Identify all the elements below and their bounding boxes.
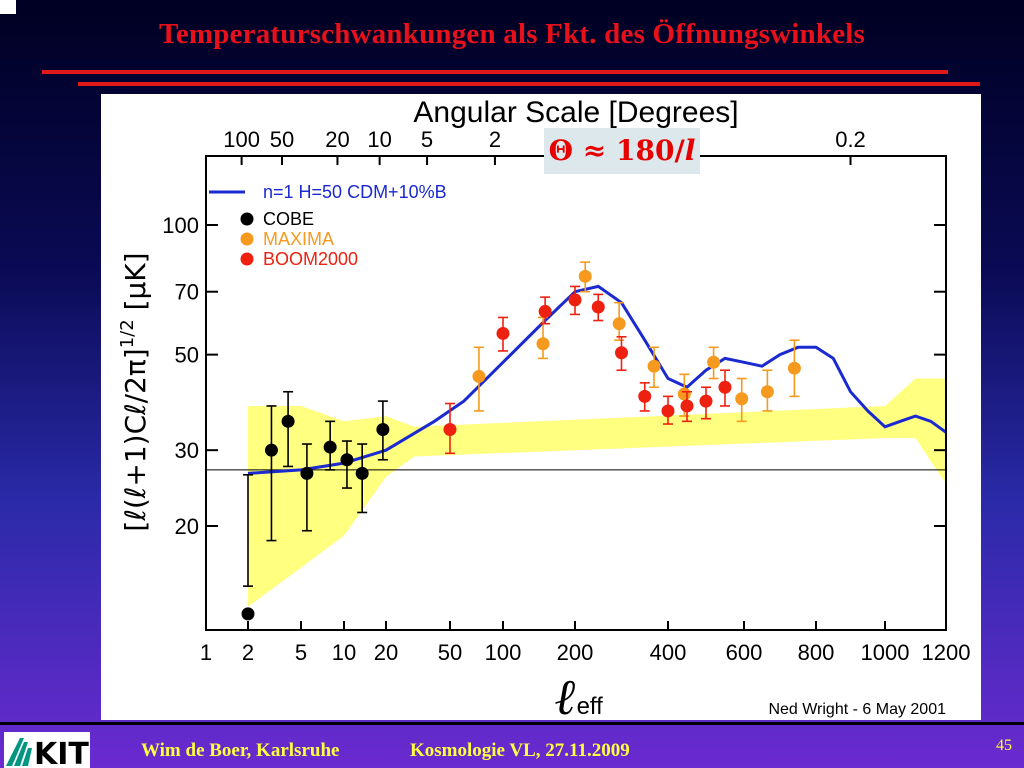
- chart-credit: Ned Wright - 6 May 2001: [768, 701, 946, 718]
- kit-logo-graphic: KIT: [6, 737, 89, 768]
- y-tick-label: 20: [175, 514, 199, 539]
- legend-boom2000-marker: [240, 252, 254, 266]
- cobe-point: [355, 466, 369, 480]
- x-tick-label: 800: [798, 640, 835, 665]
- x-tick-label: 1: [200, 640, 212, 665]
- boom2000-point: [568, 293, 582, 307]
- title-underline-1: [42, 70, 948, 74]
- x-tick-label: 400: [650, 640, 687, 665]
- chart-title: Angular Scale [Degrees]: [413, 96, 738, 129]
- cobe-point: [264, 443, 278, 457]
- top-tick-label: 20: [325, 127, 349, 152]
- maxima-point: [472, 369, 486, 383]
- boom2000-point: [538, 304, 552, 318]
- y-axis-label: [ℓ(ℓ+1)Cℓ/2π]1/2 [μK]: [117, 252, 152, 531]
- top-tick-label: 50: [270, 127, 294, 152]
- x-tick-label: 600: [726, 640, 763, 665]
- boom2000-point: [699, 394, 713, 408]
- boom2000-point: [680, 399, 694, 413]
- top-tick-label: 2: [489, 127, 501, 152]
- cobe-point: [281, 414, 295, 428]
- plot-frame: [205, 155, 947, 631]
- uncertainty-band: [248, 378, 946, 607]
- x-tick-label: 100: [485, 640, 522, 665]
- maxima-point: [787, 361, 801, 375]
- x-tick-label: 10: [332, 640, 356, 665]
- legend-model-label: n=1 H=50 CDM+10%B: [263, 182, 447, 202]
- top-tick-label: 10: [367, 127, 391, 152]
- model-curve: [247, 284, 947, 475]
- boom2000-point: [615, 346, 628, 360]
- maxima-point: [677, 387, 691, 401]
- top-tick-label: 5: [421, 127, 433, 152]
- chart-panel: 1 2 5 10 20 50 100 200 400 600 800 1000 1200 20 30 50 70…: [101, 94, 981, 720]
- angle-formula: Θ ≈ 180/: [548, 134, 685, 167]
- cmb-power-spectrum-chart: 1 2 5 10 20 50 100 200 400 600 800 1000 1200 20 30 50 70…: [117, 96, 971, 720]
- maxima-point: [578, 269, 592, 283]
- y-tick-label: 50: [175, 343, 199, 368]
- footer-author: Wim de Boer, Karlsruhe: [141, 740, 340, 761]
- x-tick-label: 5: [295, 640, 307, 665]
- slide-title: Temperaturschwankungen als Fkt. des Öffn…: [158, 18, 866, 50]
- kit-logo: KIT: [4, 732, 90, 768]
- maxima-point: [707, 355, 721, 369]
- boom2000-point: [443, 423, 457, 437]
- footer-divider: [0, 722, 1024, 725]
- cobe-point: [241, 607, 255, 621]
- title-underline-2: [78, 82, 980, 86]
- legend-cobe-label: COBE: [263, 209, 314, 229]
- legend-maxima-label: MAXIMA: [263, 229, 334, 249]
- corner-marker: [0, 0, 16, 14]
- boom2000-point: [591, 300, 605, 314]
- top-tick-label: 0.2: [835, 127, 866, 152]
- boom2000-point: [496, 326, 510, 340]
- x-tick-label: 2: [242, 640, 254, 665]
- x-tick-label: 20: [374, 640, 398, 665]
- y-tick-label: 100: [162, 213, 199, 238]
- maxima-point: [735, 392, 749, 406]
- angle-formula-box: Θ ≈ 180/l: [544, 128, 700, 174]
- maxima-point: [647, 359, 661, 373]
- cobe-point: [300, 466, 314, 480]
- legend-boom2000-label: BOOM2000: [263, 249, 358, 269]
- boom2000-point: [661, 404, 675, 418]
- y-tick-label: 30: [175, 438, 199, 463]
- legend-cobe-marker: [240, 212, 254, 226]
- x-tick-label: 50: [438, 640, 462, 665]
- x-tick-label: 1200: [922, 640, 971, 665]
- angle-formula-variable: l: [684, 134, 696, 167]
- footer-course: Kosmologie VL, 27.11.2009: [410, 740, 630, 761]
- boom2000-point: [638, 389, 652, 403]
- kit-logo-text: KIT: [34, 737, 89, 768]
- y-tick-label: 70: [175, 280, 199, 305]
- cobe-point: [376, 423, 390, 437]
- maxima-point: [612, 317, 626, 331]
- legend-maxima-marker: [240, 232, 254, 246]
- cobe-point: [340, 453, 354, 467]
- x-axis-label: ℓeff: [555, 667, 603, 720]
- boom2000-point: [718, 380, 732, 394]
- x-tick-label: 200: [557, 640, 594, 665]
- maxima-point: [536, 337, 550, 351]
- top-tick-label: 100: [223, 127, 260, 152]
- maxima-point: [760, 385, 774, 399]
- x-tick-label: 1000: [861, 640, 910, 665]
- page-number: 45: [996, 737, 1012, 754]
- cobe-point: [323, 440, 337, 454]
